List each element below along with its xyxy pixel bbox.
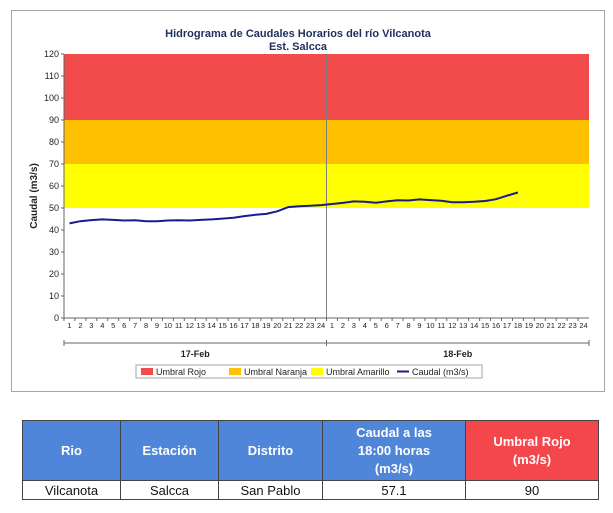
x-tick-label: 13 — [197, 321, 205, 330]
x-tick-label: 11 — [175, 321, 183, 330]
chart-frame: Hidrograma de Caudales Horarios del río … — [11, 10, 605, 392]
x-tick-label: 8 — [144, 321, 148, 330]
x-tick-label: 24 — [579, 321, 587, 330]
x-tick-label: 2 — [341, 321, 345, 330]
x-tick-label: 22 — [295, 321, 303, 330]
header-distrito: Distrito — [218, 420, 323, 481]
legend-swatch-2 — [311, 368, 323, 375]
day-label: 17-Feb — [181, 349, 211, 359]
x-tick-label: 17 — [240, 321, 248, 330]
day-label: 18-Feb — [443, 349, 473, 359]
x-tick-label: 23 — [568, 321, 576, 330]
header-caudal: Caudal a las 18:00 horas (m3/s) — [322, 420, 466, 481]
header-caudal-line2: 18:00 horas — [357, 442, 431, 458]
x-tick-label: 7 — [396, 321, 400, 330]
series-line-caudal — [69, 191, 519, 225]
y-tick-label: 110 — [45, 71, 59, 81]
cell-distrito: San Pablo — [218, 480, 323, 500]
legend-label-3: Caudal (m3/s) — [412, 367, 469, 377]
x-tick-label: 5 — [374, 321, 378, 330]
x-tick-label: 11 — [437, 321, 445, 330]
y-tick-label: 40 — [49, 225, 59, 235]
chart-title: Hidrograma de Caudales Horarios del río … — [165, 28, 432, 40]
x-tick-label: 19 — [262, 321, 270, 330]
x-tick-label: 10 — [426, 321, 434, 330]
x-tick-label: 17 — [503, 321, 511, 330]
x-tick-label: 16 — [229, 321, 237, 330]
x-tick-label: 9 — [417, 321, 421, 330]
x-tick-label: 16 — [492, 321, 500, 330]
x-tick-label: 6 — [385, 321, 389, 330]
x-tick-label: 1 — [67, 321, 71, 330]
x-tick-label: 19 — [525, 321, 533, 330]
header-umbral: Umbral Rojo (m3/s) — [465, 420, 599, 481]
hydrograph-chart: Hidrograma de Caudales Horarios del río … — [29, 28, 590, 379]
x-tick-label: 2 — [78, 321, 82, 330]
header-caudal-line1: Caudal a las — [356, 424, 432, 440]
x-tick-label: 12 — [448, 321, 456, 330]
y-tick-label: 60 — [49, 181, 59, 191]
x-tick-label: 22 — [557, 321, 565, 330]
y-ticks: 0 10 20 30 40 50 60 70 80 90 100 110 120 — [44, 49, 64, 323]
header-caudal-unit: (m3/s) — [374, 460, 414, 476]
x-ticks: 1 2 3 4 5 6 7 8 9 10 11 12 13 14 15 16 17 18 19 20 21 22 23 24 1… — [63, 318, 590, 359]
cell-rio: Vilcanota — [22, 480, 121, 500]
legend-label-0: Umbral Rojo — [156, 367, 206, 377]
y-tick-label: 80 — [49, 137, 59, 147]
x-tick-label: 6 — [122, 321, 126, 330]
cell-estacion: Salcca — [120, 480, 219, 500]
series-layer — [69, 191, 519, 225]
y-tick-label: 10 — [49, 291, 59, 301]
legend: Umbral Rojo Umbral Naranja Umbral Amarillo… — [135, 364, 483, 379]
x-tick-label: 7 — [133, 321, 137, 330]
x-tick-label: 13 — [459, 321, 467, 330]
legend-label-1: Umbral Naranja — [244, 367, 307, 377]
legend-swatch-0 — [141, 368, 153, 375]
x-tick-label: 15 — [481, 321, 489, 330]
x-tick-label: 4 — [363, 321, 367, 330]
cell-caudal: 57.1 — [322, 480, 466, 500]
x-tick-label: 24 — [317, 321, 325, 330]
y-tick-label: 20 — [49, 269, 59, 279]
cell-umbral: 90 — [465, 480, 599, 500]
x-tick-label: 4 — [100, 321, 104, 330]
x-tick-label: 20 — [536, 321, 544, 330]
x-tick-label: 1 — [330, 321, 334, 330]
y-tick-label: 90 — [49, 115, 59, 125]
x-tick-label: 21 — [284, 321, 292, 330]
legend-label-2: Umbral Amarillo — [326, 367, 390, 377]
summary-table: Rio Estación Distrito Caudal a las 18:00… — [22, 420, 599, 500]
y-tick-label: 0 — [54, 313, 59, 323]
x-tick-label: 8 — [406, 321, 410, 330]
y-tick-label: 100 — [44, 93, 59, 103]
x-tick-label: 12 — [186, 321, 194, 330]
y-tick-label: 70 — [49, 159, 59, 169]
chart-subtitle: Est. Salcca — [269, 41, 328, 53]
header-umbral-unit: (m3/s) — [512, 451, 552, 467]
y-axis-label: Caudal (m3/s) — [29, 163, 40, 229]
x-tick-label: 14 — [207, 321, 215, 330]
header-estacion: Estación — [120, 420, 219, 481]
y-tick-label: 50 — [49, 203, 59, 213]
table-row: Vilcanota Salcca San Pablo 57.1 90 — [22, 480, 599, 500]
x-tick-label: 15 — [218, 321, 226, 330]
x-tick-label: 9 — [155, 321, 159, 330]
y-tick-label: 120 — [44, 49, 59, 59]
x-tick-label: 18 — [514, 321, 522, 330]
legend-box — [135, 364, 483, 379]
x-tick-label: 21 — [547, 321, 555, 330]
header-rio: Rio — [22, 420, 121, 481]
x-tick-label: 14 — [470, 321, 478, 330]
header-umbral-line1: Umbral Rojo — [493, 433, 571, 449]
x-tick-label: 5 — [111, 321, 115, 330]
x-tick-label: 3 — [352, 321, 356, 330]
x-tick-label: 3 — [89, 321, 93, 330]
legend-swatch-1 — [229, 368, 241, 375]
x-tick-label: 20 — [273, 321, 281, 330]
y-tick-label: 30 — [49, 247, 59, 257]
x-tick-label: 23 — [306, 321, 314, 330]
x-tick-label: 10 — [164, 321, 172, 330]
x-tick-label: 18 — [251, 321, 259, 330]
